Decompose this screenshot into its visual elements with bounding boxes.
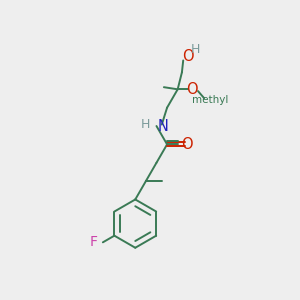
Text: O: O [182,49,194,64]
Text: O: O [181,137,192,152]
Text: O: O [186,82,198,97]
Text: F: F [90,235,98,249]
Text: H: H [190,43,200,56]
Text: methyl: methyl [192,94,229,105]
Text: N: N [158,118,169,134]
Text: H: H [141,118,150,131]
